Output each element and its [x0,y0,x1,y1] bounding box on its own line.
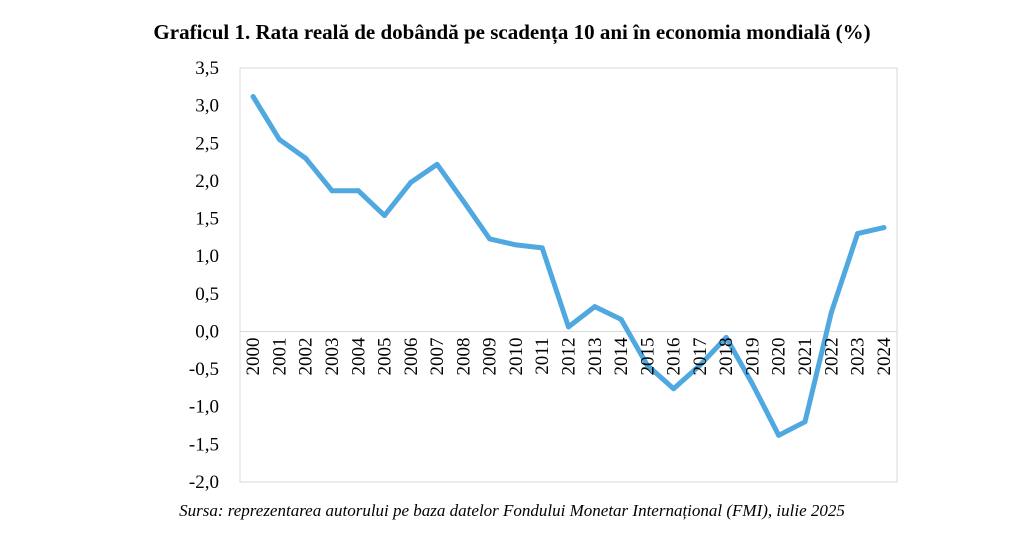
data-point [355,188,361,194]
data-point [644,362,650,368]
x-tick-label: 2012 [559,337,580,375]
chart-title: Graficul 1. Rata reală de dobândă pe sca… [153,20,871,44]
chart-source-note: Sursa: reprezentarea autorului pe baza d… [179,501,845,520]
x-tick-label: 2002 [296,337,317,375]
x-tick-label: 2018 [716,337,737,375]
x-tick-label: 2022 [821,337,842,375]
data-point [855,231,861,237]
data-point [618,316,624,322]
x-tick-label: 2010 [506,337,527,375]
x-tick-label: 2024 [874,337,895,376]
data-point [828,310,834,316]
x-tick-label: 2007 [427,337,448,375]
x-tick-label: 2000 [243,337,264,375]
x-tick-label: 2001 [269,337,290,375]
data-point [408,179,414,185]
y-tick-label: 3,0 [195,96,219,117]
y-tick-label: 2,5 [195,133,219,154]
data-point [460,198,466,204]
x-tick-label: 2021 [795,337,816,375]
y-tick-label: 2,0 [195,171,219,192]
x-tick-label: 2003 [322,337,343,375]
data-point [592,304,598,310]
y-tick-label: -2,0 [189,472,219,493]
data-point [513,242,519,248]
plot-frame [239,67,898,483]
x-tick-label: 2017 [690,337,711,375]
data-point [671,386,677,392]
data-point [487,236,493,242]
x-tick-label: 2005 [375,337,396,375]
x-tick-label: 2015 [637,337,658,375]
data-point [434,161,440,167]
x-tick-label: 2020 [769,337,790,375]
series-line [250,94,887,438]
y-tick-label: 1,5 [195,209,219,230]
x-tick-label: 2011 [532,337,553,374]
data-point [329,188,335,194]
data-point [250,94,256,100]
x-tick-label: 2013 [585,337,606,375]
y-tick-label: 1,0 [195,246,219,267]
x-tick-label: 2016 [664,337,685,375]
data-point [566,324,571,330]
x-tick-label: 2006 [401,337,422,375]
y-tick-label: -0,5 [189,359,219,380]
x-tick-label: 2014 [611,337,632,376]
x-tick-label: 2009 [480,337,501,375]
data-point [697,362,703,368]
x-tick-label: 2008 [453,337,474,375]
data-point [802,419,808,425]
data-point [723,334,729,340]
data-point [303,155,309,161]
data-point [749,381,755,387]
data-point [776,432,782,438]
y-tick-label: -1,5 [189,434,219,455]
data-point [276,137,282,143]
y-tick-label: 3,5 [195,58,219,79]
y-tick-label: 0,5 [195,284,219,305]
x-tick-label: 2019 [742,337,763,375]
data-point [382,213,388,219]
data-point [539,245,545,251]
y-tick-label: 0,0 [195,321,219,342]
data-point [881,225,887,231]
y-tick-label: -1,0 [189,397,219,418]
x-tick-label: 2023 [848,337,869,375]
x-tick-label: 2004 [348,337,369,376]
